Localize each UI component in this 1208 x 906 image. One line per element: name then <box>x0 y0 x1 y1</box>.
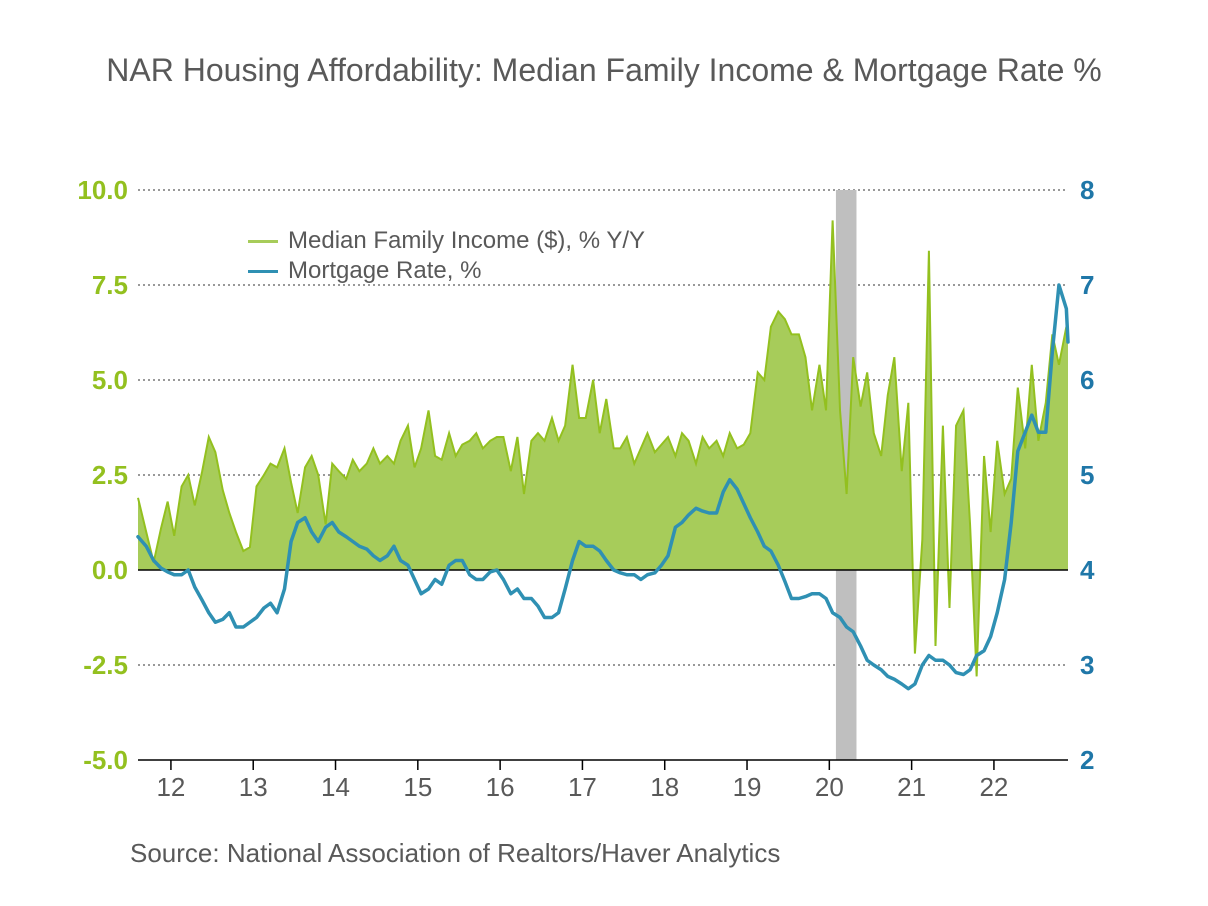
svg-text:13: 13 <box>239 772 268 800</box>
svg-text:22: 22 <box>979 772 1008 800</box>
svg-text:-5.0: -5.0 <box>83 745 128 775</box>
svg-text:17: 17 <box>568 772 597 800</box>
svg-text:2.5: 2.5 <box>92 460 128 490</box>
svg-text:4: 4 <box>1080 555 1095 585</box>
svg-text:18: 18 <box>650 772 679 800</box>
svg-text:10.0: 10.0 <box>77 175 128 205</box>
svg-text:12: 12 <box>156 772 185 800</box>
svg-text:-2.5: -2.5 <box>83 650 128 680</box>
svg-text:20: 20 <box>815 772 844 800</box>
svg-text:8: 8 <box>1080 175 1094 205</box>
svg-text:5.0: 5.0 <box>92 365 128 395</box>
legend-swatch <box>248 240 278 243</box>
legend-label: Median Family Income ($), % Y/Y <box>288 227 645 255</box>
svg-text:0.0: 0.0 <box>92 555 128 585</box>
page: NAR Housing Affordability: Median Family… <box>0 0 1208 906</box>
svg-text:5: 5 <box>1080 460 1094 490</box>
legend-item: Median Family Income ($), % Y/Y <box>248 226 645 256</box>
chart-container: 12 13 14 15 16 17 18 19 20 21 22 -5.0 -2.5 0.0 2.5 5.0 7… <box>70 170 1130 800</box>
chart-title: NAR Housing Affordability: Median Family… <box>0 50 1208 92</box>
svg-text:21: 21 <box>897 772 926 800</box>
legend-label: Mortgage Rate, % <box>288 257 481 285</box>
legend: Median Family Income ($), % Y/YMortgage … <box>248 226 645 286</box>
svg-text:7: 7 <box>1080 270 1094 300</box>
svg-text:2: 2 <box>1080 745 1094 775</box>
svg-text:15: 15 <box>403 772 432 800</box>
svg-text:3: 3 <box>1080 650 1094 680</box>
source-label: Source: National Association of Realtors… <box>130 838 780 869</box>
svg-text:7.5: 7.5 <box>92 270 128 300</box>
svg-text:14: 14 <box>321 772 350 800</box>
svg-text:16: 16 <box>486 772 515 800</box>
legend-item: Mortgage Rate, % <box>248 256 645 286</box>
legend-swatch <box>248 270 278 273</box>
svg-text:6: 6 <box>1080 365 1094 395</box>
svg-text:19: 19 <box>733 772 762 800</box>
